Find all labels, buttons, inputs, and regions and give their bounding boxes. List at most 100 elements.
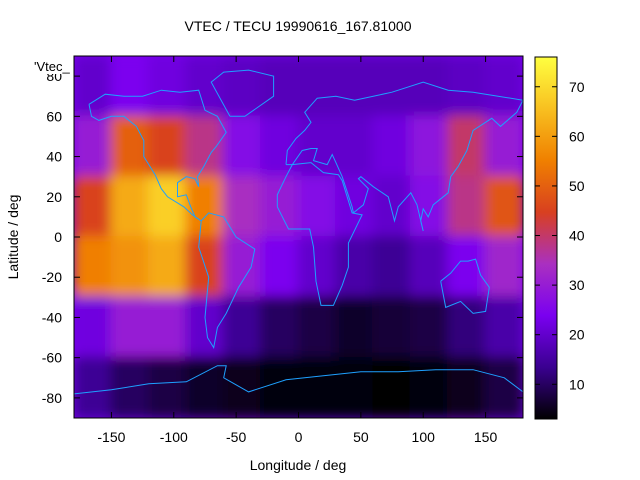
heatmap-cell	[222, 115, 263, 178]
y-tick-label: -60	[42, 350, 62, 366]
heatmap-cell	[74, 175, 113, 238]
heatmap-cell	[297, 115, 337, 178]
heatmap-cell	[74, 296, 113, 359]
heatmap-cell	[110, 175, 150, 238]
heatmap-cell	[222, 356, 263, 418]
colorbar-tick-label: 50	[569, 178, 585, 194]
heatmap-cell	[110, 115, 150, 178]
heatmap-cell	[447, 236, 487, 299]
x-axis-label: Longitude / deg	[250, 457, 347, 473]
heatmap-cells	[74, 56, 523, 418]
heatmap-cell	[409, 115, 450, 178]
x-tick-label: -100	[160, 429, 188, 445]
heatmap-cell	[447, 296, 487, 359]
heatmap-cell	[110, 296, 150, 359]
y-tick-label: 60	[46, 108, 62, 124]
heatmap-cell	[447, 56, 487, 118]
heatmap-cell	[185, 175, 225, 238]
heatmap-cell	[484, 115, 523, 178]
heatmap-cell	[74, 236, 113, 299]
heatmap-cell	[222, 236, 263, 299]
heatmap-cell	[222, 56, 263, 118]
colorbar-tick-label: 70	[569, 79, 585, 95]
y-tick-label: -40	[42, 309, 62, 325]
y-tick-label: 40	[46, 149, 62, 165]
y-axis-label: Latitude / deg	[5, 195, 21, 280]
heatmap-cell	[409, 56, 450, 118]
heatmap-cell	[372, 296, 412, 359]
heatmap-cell	[260, 115, 300, 178]
colorbar-tick-label: 30	[569, 277, 585, 293]
legend-entry: 'Vtec_	[32, 59, 72, 74]
x-axis: -150 -100 -50 0 50 100 150	[97, 56, 497, 445]
heatmap-cell	[447, 175, 487, 238]
heatmap-cell	[334, 56, 375, 118]
heatmap-cell	[297, 175, 337, 238]
heatmap-cell	[372, 175, 412, 238]
heatmap-cell	[147, 115, 188, 178]
heatmap-cell	[484, 175, 523, 238]
heatmap-cell	[185, 115, 225, 178]
heatmap-cell	[409, 175, 450, 238]
heatmap-cell	[484, 56, 523, 118]
heatmap-cell	[222, 175, 263, 238]
colorbar	[534, 56, 558, 420]
coastlines	[74, 69, 523, 395]
heatmap-cell	[297, 356, 337, 418]
heatmap-cell	[260, 56, 300, 118]
colorbar-tick-label: 20	[569, 327, 585, 343]
heatmap-cell	[147, 236, 188, 299]
heatmap-cell	[185, 296, 225, 359]
x-tick-label: 100	[412, 429, 436, 445]
heatmap-cell	[334, 115, 375, 178]
heatmap-cell	[147, 175, 188, 238]
heatmap-cell	[372, 115, 412, 178]
heatmap-cell	[334, 175, 375, 238]
plot-area	[74, 56, 523, 418]
heatmap-cell	[334, 356, 375, 418]
heatmap-cell	[409, 356, 450, 418]
x-tick-label: 0	[295, 429, 303, 445]
heatmap-cell	[334, 296, 375, 359]
heatmap-cell	[260, 296, 300, 359]
heatmap-cell	[484, 296, 523, 359]
coastline-eurasia	[285, 81, 523, 232]
coastline-australia	[440, 258, 490, 314]
heatmap-cell	[74, 356, 113, 418]
colorbar-tick-label: 40	[569, 228, 585, 244]
heatmap-cell	[147, 296, 188, 359]
heatmap-cell	[110, 236, 150, 299]
y-tick-label: -20	[42, 269, 62, 285]
coastline-north-america	[88, 89, 227, 222]
heatmap-cell	[409, 296, 450, 359]
heatmap-cell	[447, 115, 487, 178]
y-tick-label: -80	[42, 390, 62, 406]
x-tick-label: -150	[97, 429, 125, 445]
heatmap-cell	[260, 356, 300, 418]
x-tick-label: 50	[353, 429, 369, 445]
heatmap-cell	[222, 296, 263, 359]
x-tick-label: 150	[474, 429, 498, 445]
heatmap-cell	[110, 356, 150, 418]
heatmap-cell	[185, 356, 225, 418]
heatmap-cell	[372, 356, 412, 418]
heatmap-cell	[260, 236, 300, 299]
heatmap-cell	[147, 356, 188, 418]
heatmap-cell	[447, 356, 487, 418]
coastline-south-america	[198, 212, 256, 349]
heatmap-cell	[74, 115, 113, 178]
heatmap-cell	[484, 236, 523, 299]
coastline-antarctica	[74, 365, 523, 395]
heatmap-cell	[110, 56, 150, 118]
heatmap-cell	[297, 296, 337, 359]
heatmap-cell	[147, 56, 188, 118]
colorbar-axis: 10 20 30 40 50 60 70	[535, 79, 585, 392]
coastline-greenland	[210, 69, 275, 117]
heatmap-cell	[74, 56, 113, 118]
heatmap-cell	[372, 236, 412, 299]
y-tick-label: 20	[46, 189, 62, 205]
heatmap-cell	[185, 56, 225, 118]
y-tick-label: 0	[54, 229, 62, 245]
